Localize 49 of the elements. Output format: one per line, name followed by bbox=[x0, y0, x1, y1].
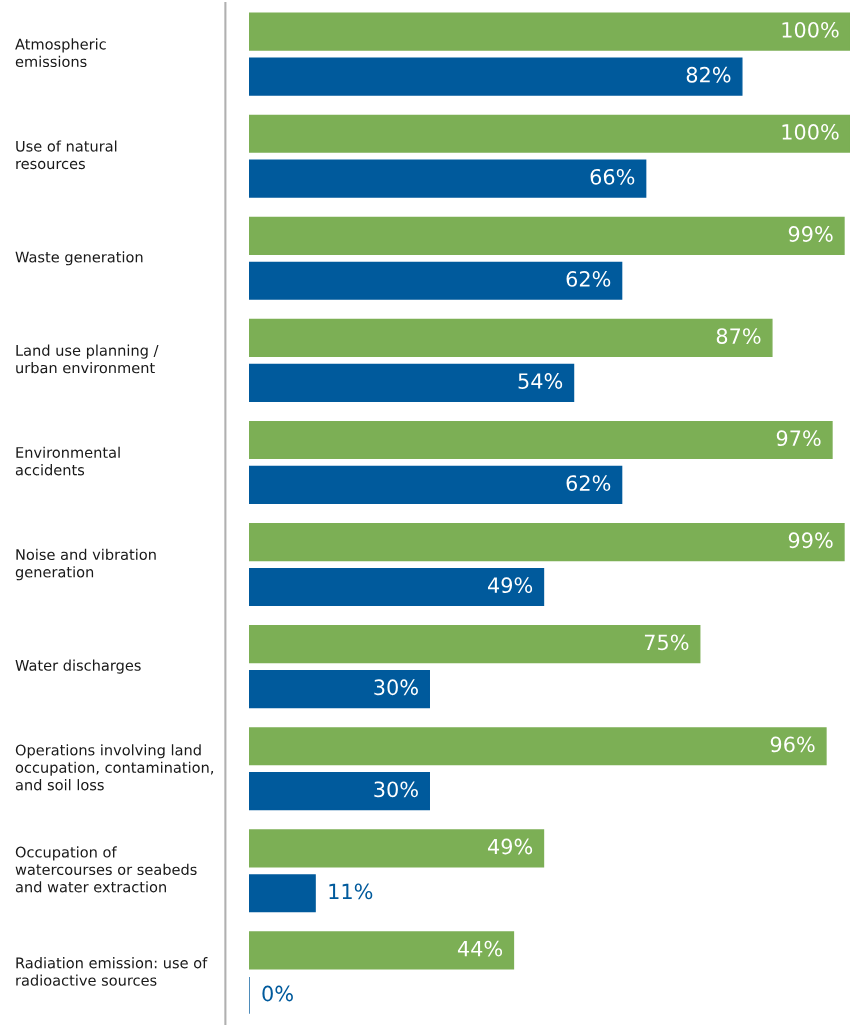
data-label: 11% bbox=[329, 883, 373, 900]
y-tick-label: Waste generation bbox=[15, 251, 143, 266]
data-label: 75% bbox=[644, 634, 689, 651]
bar bbox=[249, 363, 575, 402]
data-label: 87% bbox=[716, 328, 761, 344]
bar bbox=[249, 12, 850, 51]
y-tick-label: Land use planning / urban environment bbox=[16, 344, 159, 374]
bar bbox=[249, 465, 623, 504]
y-tick-label: Operations involving land occupation, contamination, and soil loss bbox=[15, 744, 214, 791]
bar bbox=[249, 114, 850, 153]
y-tick-label: Use of natural resources bbox=[16, 140, 117, 170]
data-label: 100% bbox=[782, 21, 839, 38]
data-label: 99% bbox=[788, 226, 833, 242]
bar bbox=[249, 318, 773, 357]
data-label: 100% bbox=[782, 124, 839, 140]
data-label: 99% bbox=[788, 532, 833, 549]
data-label: 66% bbox=[590, 168, 635, 185]
data-label: 62% bbox=[566, 271, 611, 287]
data-label: 49% bbox=[487, 577, 533, 594]
y-tick-label: Environmental accidents bbox=[15, 446, 120, 476]
y-tick-label: Atmospheric emissions bbox=[15, 38, 106, 68]
data-label: 49% bbox=[487, 838, 533, 855]
bar bbox=[249, 567, 545, 607]
data-label: 54% bbox=[518, 373, 563, 389]
data-label: 97% bbox=[776, 430, 821, 447]
bar bbox=[249, 159, 647, 198]
bar bbox=[249, 874, 316, 913]
data-label: 44% bbox=[457, 940, 503, 957]
bar bbox=[249, 829, 545, 868]
bar bbox=[249, 772, 430, 811]
y-tick-label: Noise and vibration generation bbox=[15, 548, 156, 581]
y-tick-label: Water discharges bbox=[15, 659, 141, 674]
bar bbox=[249, 523, 845, 562]
bar bbox=[249, 931, 515, 970]
data-label: 30% bbox=[374, 679, 418, 696]
bar bbox=[249, 625, 701, 664]
bar bbox=[249, 216, 845, 255]
data-label: 0% bbox=[262, 985, 293, 1002]
bar bbox=[249, 670, 430, 709]
y-tick-label: Occupation of watercourses or seabeds and water extraction bbox=[15, 846, 197, 893]
bar bbox=[249, 57, 743, 96]
data-label: 82% bbox=[686, 66, 731, 83]
data-label: 30% bbox=[374, 781, 418, 798]
data-label: 96% bbox=[770, 736, 815, 753]
data-label: 62% bbox=[566, 475, 611, 491]
y-tick-label: Radiation emission: use of radioactive sources bbox=[16, 957, 208, 986]
bar bbox=[249, 727, 827, 766]
bar bbox=[249, 420, 833, 460]
bar bbox=[249, 261, 623, 300]
